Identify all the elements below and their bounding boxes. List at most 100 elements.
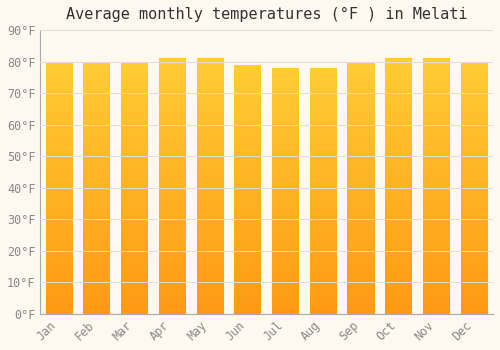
Bar <box>460 111 488 112</box>
Bar <box>348 277 374 279</box>
Bar <box>196 83 224 84</box>
Bar <box>310 123 337 125</box>
Bar <box>423 127 450 129</box>
Bar <box>234 288 262 289</box>
Bar <box>272 149 299 150</box>
Bar <box>272 140 299 142</box>
Bar <box>272 188 299 190</box>
Bar <box>196 67 224 69</box>
Bar <box>385 285 412 286</box>
Bar <box>159 104 186 106</box>
Bar <box>234 166 262 167</box>
Bar <box>121 290 148 291</box>
Bar <box>234 296 262 298</box>
Bar <box>310 164 337 165</box>
Bar <box>385 311 412 313</box>
Bar <box>348 257 374 258</box>
Bar <box>234 299 262 300</box>
Bar <box>460 253 488 254</box>
Bar <box>159 131 186 133</box>
Bar <box>234 204 262 205</box>
Bar <box>159 111 186 112</box>
Bar <box>272 274 299 276</box>
Bar <box>385 157 412 158</box>
Bar <box>46 219 73 220</box>
Bar <box>310 278 337 279</box>
Bar <box>159 138 186 139</box>
Bar <box>234 254 262 256</box>
Bar <box>196 158 224 159</box>
Bar <box>423 282 450 283</box>
Bar <box>385 258 412 259</box>
Bar <box>423 61 450 62</box>
Bar <box>234 265 262 267</box>
Bar <box>385 118 412 120</box>
Bar <box>121 156 148 158</box>
Bar <box>234 248 262 249</box>
Bar <box>272 276 299 277</box>
Bar <box>121 306 148 308</box>
Bar <box>348 204 374 205</box>
Bar <box>196 278 224 279</box>
Bar <box>121 128 148 130</box>
Bar <box>423 202 450 203</box>
Bar <box>423 58 450 60</box>
Bar <box>234 224 262 225</box>
Bar <box>46 253 73 254</box>
Bar <box>196 216 224 217</box>
Bar <box>121 310 148 312</box>
Bar <box>385 138 412 139</box>
Bar <box>348 181 374 183</box>
Bar <box>310 168 337 169</box>
Bar <box>121 191 148 193</box>
Bar <box>121 256 148 257</box>
Bar <box>460 170 488 172</box>
Bar <box>385 145 412 147</box>
Bar <box>385 74 412 75</box>
Bar <box>348 63 374 64</box>
Bar <box>348 126 374 127</box>
Bar <box>423 305 450 306</box>
Bar <box>310 265 337 266</box>
Bar <box>121 177 148 179</box>
Bar <box>234 272 262 273</box>
Bar <box>121 64 148 65</box>
Bar <box>272 83 299 84</box>
Bar <box>159 71 186 72</box>
Bar <box>234 308 262 309</box>
Bar <box>46 79 73 81</box>
Bar <box>348 223 374 224</box>
Bar <box>84 305 110 306</box>
Bar <box>272 145 299 147</box>
Bar <box>84 170 110 172</box>
Bar <box>310 127 337 128</box>
Bar <box>84 204 110 205</box>
Bar <box>196 130 224 131</box>
Bar <box>84 292 110 294</box>
Bar <box>84 101 110 102</box>
Bar <box>159 122 186 124</box>
Bar <box>385 154 412 155</box>
Bar <box>159 227 186 228</box>
Bar <box>121 113 148 114</box>
Bar <box>348 258 374 260</box>
Bar <box>348 210 374 212</box>
Bar <box>234 83 262 85</box>
Bar <box>196 102 224 103</box>
Bar <box>348 80 374 82</box>
Bar <box>272 283 299 284</box>
Bar <box>46 202 73 203</box>
Bar <box>121 257 148 258</box>
Bar <box>234 276 262 278</box>
Bar <box>121 72 148 73</box>
Bar <box>84 136 110 137</box>
Bar <box>121 159 148 160</box>
Bar <box>234 244 262 245</box>
Bar <box>385 69 412 70</box>
Bar <box>310 271 337 272</box>
Bar <box>460 156 488 158</box>
Bar <box>84 72 110 73</box>
Bar <box>121 292 148 294</box>
Bar <box>272 152 299 153</box>
Bar <box>423 135 450 136</box>
